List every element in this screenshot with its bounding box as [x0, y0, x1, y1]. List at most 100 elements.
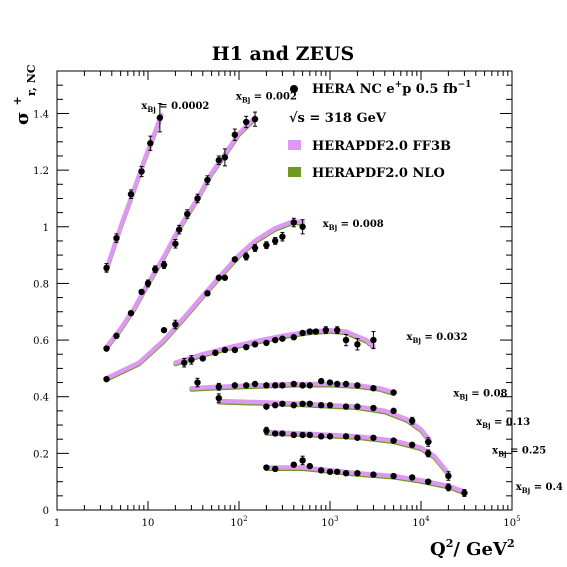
x-label-main: Q [430, 539, 446, 560]
data-point [263, 403, 270, 410]
x-tick-label: 104 [412, 515, 430, 529]
data-points [103, 103, 468, 497]
data-point [103, 375, 110, 383]
y-label-main: σ [12, 112, 33, 125]
x-axis-label: Q2/ GeV2 [430, 537, 515, 560]
y-axis-label: σ + r, NC [11, 64, 38, 125]
legend-data-tail: p 0.5 fb [402, 82, 457, 97]
data-point [279, 400, 286, 407]
legend-data-sup: + [395, 80, 403, 90]
data-point [290, 431, 297, 439]
data-point [160, 261, 168, 269]
ff3b-band [264, 465, 467, 494]
data-point [231, 131, 239, 138]
data-point [326, 433, 334, 440]
data-point [299, 382, 306, 389]
data-point [342, 469, 350, 477]
data-point [221, 154, 229, 161]
data-point [194, 379, 201, 386]
data-point [342, 380, 350, 388]
data-point [317, 402, 325, 409]
x-label-mid: / GeV [453, 539, 508, 560]
data-point [251, 115, 259, 123]
data-point [181, 359, 188, 366]
data-point [299, 431, 306, 439]
data-point [390, 407, 397, 415]
data-point [251, 380, 259, 388]
data-point [354, 341, 361, 348]
data-point [334, 326, 341, 334]
ff3b-band [104, 218, 305, 381]
data-point [312, 328, 320, 335]
data-point [408, 474, 416, 481]
axis-ticks: 1 10 102 103 104 105 0 0.2 0.4 0.6 0.8 1 1.2 1.4 [33, 71, 521, 529]
data-point [251, 341, 259, 348]
data-point [461, 489, 468, 497]
bin-label: xBj = 0.13 [476, 417, 530, 430]
data-point [299, 223, 306, 230]
data-point [390, 389, 397, 396]
bin-labels: xBj = 0.0002 xBj = 0.002 xBj = 0.008 xBj = … [141, 91, 563, 495]
data-point [326, 379, 334, 386]
y-tick-label: 0 [43, 506, 49, 517]
data-point [263, 464, 270, 471]
data-point [215, 157, 223, 164]
data-point [212, 349, 219, 357]
data-point [263, 339, 270, 347]
data-point [156, 114, 164, 121]
data-point [231, 382, 239, 389]
data-point [354, 434, 361, 441]
data-point [354, 403, 361, 410]
data-point [175, 226, 183, 233]
legend-ff3b-label: HERAPDF2.0 FF3B [312, 139, 451, 154]
data-point [370, 336, 377, 344]
data-point [243, 118, 250, 126]
data-point [354, 469, 361, 477]
data-point [290, 461, 297, 468]
data-point [306, 382, 314, 389]
data-point [113, 332, 120, 340]
data-point [306, 431, 314, 439]
data-point [263, 241, 270, 249]
data-point [138, 168, 145, 175]
legend-ff3b-swatch [288, 140, 301, 150]
plot-area: 1 10 102 103 104 105 0 0.2 0.4 0.6 0.8 1 1.2 1.4 xBj … [33, 70, 563, 529]
y-label-sup: + [11, 96, 24, 105]
chart-title: H1 and ZEUS [212, 43, 354, 65]
data-point [317, 433, 325, 440]
data-point [272, 237, 279, 245]
data-point [342, 433, 350, 440]
bin-label: xBj = 0.008 [323, 219, 384, 232]
data-point [306, 400, 314, 407]
y-tick-label: 1 [43, 223, 49, 234]
data-point [290, 219, 297, 226]
y-tick-label: 1.4 [33, 109, 49, 120]
ff3b-band [104, 112, 164, 272]
data-point [138, 288, 145, 296]
data-point [103, 264, 110, 272]
data-point [326, 468, 334, 475]
data-point [215, 394, 223, 402]
data-point [243, 253, 250, 260]
data-point [147, 140, 154, 147]
legend-energy: √s = 318 GeV [289, 111, 387, 126]
data-point [445, 484, 452, 491]
data-point [221, 274, 229, 281]
x-tick-label: 1 [54, 518, 60, 529]
data-point [322, 326, 330, 334]
data-point [425, 450, 432, 457]
bin-label: xBj = 0.002 [236, 91, 297, 104]
data-point [272, 336, 279, 344]
data-point [334, 468, 341, 475]
y-tick-label: 1.2 [33, 166, 49, 177]
bin-label: xBj = 0.25 [492, 445, 546, 458]
y-tick-label: 0.2 [33, 449, 49, 460]
data-point [204, 176, 211, 184]
data-point [408, 441, 416, 449]
legend-data-marker [290, 85, 298, 93]
data-point [370, 385, 377, 392]
data-point [215, 274, 223, 281]
legend-nlo-label: HERAPDF2.0 NLO [312, 166, 445, 181]
data-point [160, 326, 168, 334]
data-point [279, 382, 286, 389]
